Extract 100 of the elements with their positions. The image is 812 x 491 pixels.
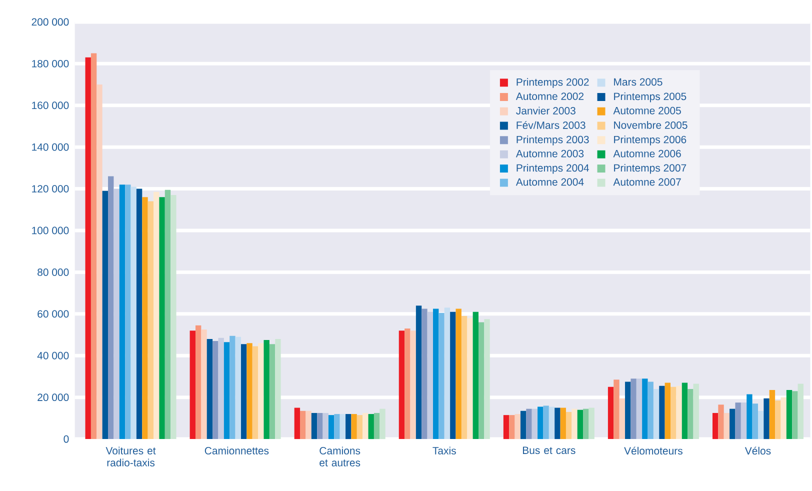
- bar: [224, 342, 230, 440]
- bar: [572, 408, 578, 440]
- bar: [246, 343, 252, 440]
- bar: [130, 186, 136, 440]
- bar: [154, 192, 160, 440]
- bar: [322, 413, 328, 440]
- bar: [306, 410, 312, 440]
- x-tick-label: Taxis: [432, 446, 456, 454]
- y-tick-label: 100 000: [32, 226, 69, 234]
- bar: [583, 408, 589, 440]
- bar: [340, 414, 346, 440]
- bar: [275, 338, 281, 440]
- bar: [764, 398, 770, 440]
- legend-label: Automne 2007: [613, 178, 681, 186]
- x-tick-label: Voitures et radio-taxis: [106, 446, 156, 466]
- bar: [328, 415, 334, 440]
- bar: [730, 408, 736, 440]
- bar: [148, 201, 154, 440]
- bar: [614, 380, 620, 440]
- bar: [356, 415, 363, 440]
- bar: [102, 190, 108, 440]
- x-tick-label: Camions et autres: [320, 446, 360, 466]
- x-tick-label: Vélos: [744, 446, 771, 455]
- y-tick-label: 80 000: [38, 268, 69, 276]
- legend-label: Automne 2003: [516, 150, 584, 158]
- bar: [472, 312, 479, 440]
- bar: [351, 414, 357, 440]
- legend-label: Automne 2005: [613, 106, 681, 114]
- bar: [258, 343, 264, 440]
- bar: [456, 308, 462, 440]
- y-tick-label: 0: [64, 435, 69, 443]
- y-tick-label: 200 000: [32, 18, 69, 26]
- bar: [769, 390, 776, 440]
- bar: [659, 386, 665, 440]
- legend-label: Novembre 2005: [614, 121, 688, 129]
- y-tick-label: 160 000: [32, 102, 69, 110]
- bar: [724, 413, 730, 440]
- bar: [398, 330, 405, 440]
- y-tick-label: 120 000: [32, 185, 69, 193]
- bar: [444, 308, 450, 440]
- bar: [664, 382, 671, 440]
- bar: [119, 184, 126, 440]
- bar: [433, 308, 439, 440]
- bar: [264, 340, 270, 440]
- bar: [114, 188, 120, 440]
- bar: [269, 344, 276, 440]
- bar: [503, 415, 510, 440]
- bar: [142, 197, 148, 440]
- bar: [577, 410, 584, 440]
- bar: [786, 390, 792, 440]
- bar: [670, 386, 676, 440]
- legend-label: Printemps 2005: [614, 92, 686, 102]
- bar: [538, 406, 544, 440]
- bar: [252, 346, 258, 440]
- bar: [688, 389, 694, 440]
- bar: [125, 184, 131, 440]
- bar: [509, 415, 515, 440]
- bar: [362, 413, 368, 440]
- bar: [300, 410, 306, 440]
- bar: [450, 312, 456, 440]
- bar: [136, 188, 142, 440]
- bar: [206, 338, 213, 440]
- bar: [630, 378, 636, 440]
- bar: [422, 308, 428, 440]
- bar: [792, 391, 798, 440]
- bar: [164, 190, 171, 440]
- bar: [427, 312, 434, 440]
- bar: [718, 404, 724, 440]
- bar: [230, 336, 236, 440]
- legend-label: Janvier 2003: [516, 106, 576, 114]
- bar: [780, 397, 786, 440]
- bar: [461, 316, 468, 440]
- bar: [380, 408, 386, 440]
- x-tick-label: Vélomoteurs: [624, 446, 682, 455]
- bar: [619, 398, 626, 440]
- legend-label: Automne 2002: [516, 92, 584, 100]
- bar: [740, 402, 747, 440]
- bar: [416, 306, 422, 440]
- x-tick-label: Bus et cars: [522, 446, 576, 454]
- bar: [484, 319, 490, 440]
- bar: [676, 386, 682, 440]
- bar: [712, 413, 718, 440]
- bar: [346, 414, 352, 440]
- bar: [467, 318, 473, 440]
- bar: [334, 414, 340, 440]
- bar: [526, 408, 532, 440]
- bar: [608, 386, 614, 440]
- bar: [798, 384, 804, 440]
- bar: [90, 53, 97, 440]
- bar: [159, 197, 165, 440]
- bar: [653, 389, 660, 440]
- legend-label: Mars 2005: [614, 78, 662, 86]
- bar: [548, 406, 555, 440]
- bar: [212, 341, 218, 440]
- bar: [195, 325, 202, 440]
- bar: [190, 330, 196, 440]
- bar: [108, 176, 114, 440]
- bar: [404, 328, 410, 440]
- bar: [294, 408, 300, 440]
- bar: [240, 344, 247, 440]
